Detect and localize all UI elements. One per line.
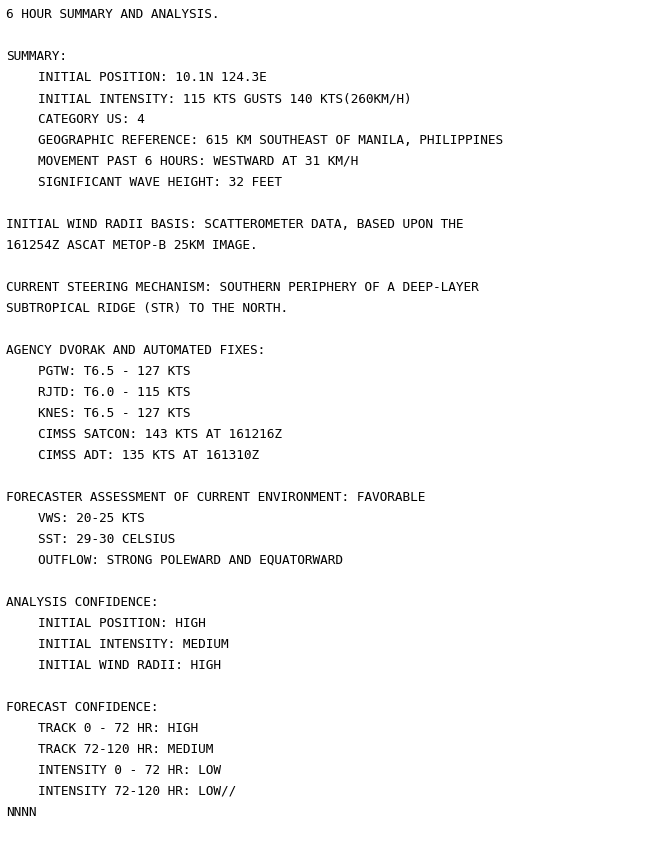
Text: INITIAL INTENSITY: 115 KTS GUSTS 140 KTS(260KM/H): INITIAL INTENSITY: 115 KTS GUSTS 140 KTS…	[38, 92, 412, 105]
Text: INTENSITY 72-120 HR: LOW//: INTENSITY 72-120 HR: LOW//	[38, 785, 237, 798]
Text: TRACK 72-120 HR: MEDIUM: TRACK 72-120 HR: MEDIUM	[38, 743, 214, 756]
Text: INITIAL POSITION: 10.1N 124.3E: INITIAL POSITION: 10.1N 124.3E	[38, 71, 267, 84]
Text: INITIAL POSITION: HIGH: INITIAL POSITION: HIGH	[38, 617, 206, 630]
Text: RJTD: T6.0 - 115 KTS: RJTD: T6.0 - 115 KTS	[38, 386, 191, 399]
Text: INTENSITY 0 - 72 HR: LOW: INTENSITY 0 - 72 HR: LOW	[38, 764, 221, 777]
Text: CIMSS ADT: 135 KTS AT 161310Z: CIMSS ADT: 135 KTS AT 161310Z	[38, 449, 259, 462]
Text: CIMSS SATCON: 143 KTS AT 161216Z: CIMSS SATCON: 143 KTS AT 161216Z	[38, 428, 282, 441]
Text: INITIAL INTENSITY: MEDIUM: INITIAL INTENSITY: MEDIUM	[38, 638, 229, 651]
Text: OUTFLOW: STRONG POLEWARD AND EQUATORWARD: OUTFLOW: STRONG POLEWARD AND EQUATORWARD	[38, 554, 343, 567]
Text: FORECASTER ASSESSMENT OF CURRENT ENVIRONMENT: FAVORABLE: FORECASTER ASSESSMENT OF CURRENT ENVIRON…	[6, 491, 425, 504]
Text: MOVEMENT PAST 6 HOURS: WESTWARD AT 31 KM/H: MOVEMENT PAST 6 HOURS: WESTWARD AT 31 KM…	[38, 155, 358, 168]
Text: ANALYSIS CONFIDENCE:: ANALYSIS CONFIDENCE:	[6, 596, 158, 609]
Text: VWS: 20-25 KTS: VWS: 20-25 KTS	[38, 512, 145, 525]
Text: PGTW: T6.5 - 127 KTS: PGTW: T6.5 - 127 KTS	[38, 365, 191, 378]
Text: KNES: T6.5 - 127 KTS: KNES: T6.5 - 127 KTS	[38, 407, 191, 420]
Text: SST: 29-30 CELSIUS: SST: 29-30 CELSIUS	[38, 533, 175, 546]
Text: CURRENT STEERING MECHANISM: SOUTHERN PERIPHERY OF A DEEP-LAYER: CURRENT STEERING MECHANISM: SOUTHERN PER…	[6, 281, 479, 294]
Text: INITIAL WIND RADII BASIS: SCATTEROMETER DATA, BASED UPON THE: INITIAL WIND RADII BASIS: SCATTEROMETER …	[6, 218, 463, 231]
Text: TRACK 0 - 72 HR: HIGH: TRACK 0 - 72 HR: HIGH	[38, 722, 198, 735]
Text: GEOGRAPHIC REFERENCE: 615 KM SOUTHEAST OF MANILA, PHILIPPINES: GEOGRAPHIC REFERENCE: 615 KM SOUTHEAST O…	[38, 134, 503, 147]
Text: SUBTROPICAL RIDGE (STR) TO THE NORTH.: SUBTROPICAL RIDGE (STR) TO THE NORTH.	[6, 302, 288, 315]
Text: SIGNIFICANT WAVE HEIGHT: 32 FEET: SIGNIFICANT WAVE HEIGHT: 32 FEET	[38, 176, 282, 189]
Text: AGENCY DVORAK AND AUTOMATED FIXES:: AGENCY DVORAK AND AUTOMATED FIXES:	[6, 344, 265, 357]
Text: NNNN: NNNN	[6, 806, 37, 819]
Text: INITIAL WIND RADII: HIGH: INITIAL WIND RADII: HIGH	[38, 659, 221, 672]
Text: 161254Z ASCAT METOP-B 25KM IMAGE.: 161254Z ASCAT METOP-B 25KM IMAGE.	[6, 239, 258, 252]
Text: SUMMARY:: SUMMARY:	[6, 50, 67, 63]
Text: FORECAST CONFIDENCE:: FORECAST CONFIDENCE:	[6, 701, 158, 714]
Text: 6 HOUR SUMMARY AND ANALYSIS.: 6 HOUR SUMMARY AND ANALYSIS.	[6, 8, 219, 21]
Text: CATEGORY US: 4: CATEGORY US: 4	[38, 113, 145, 126]
